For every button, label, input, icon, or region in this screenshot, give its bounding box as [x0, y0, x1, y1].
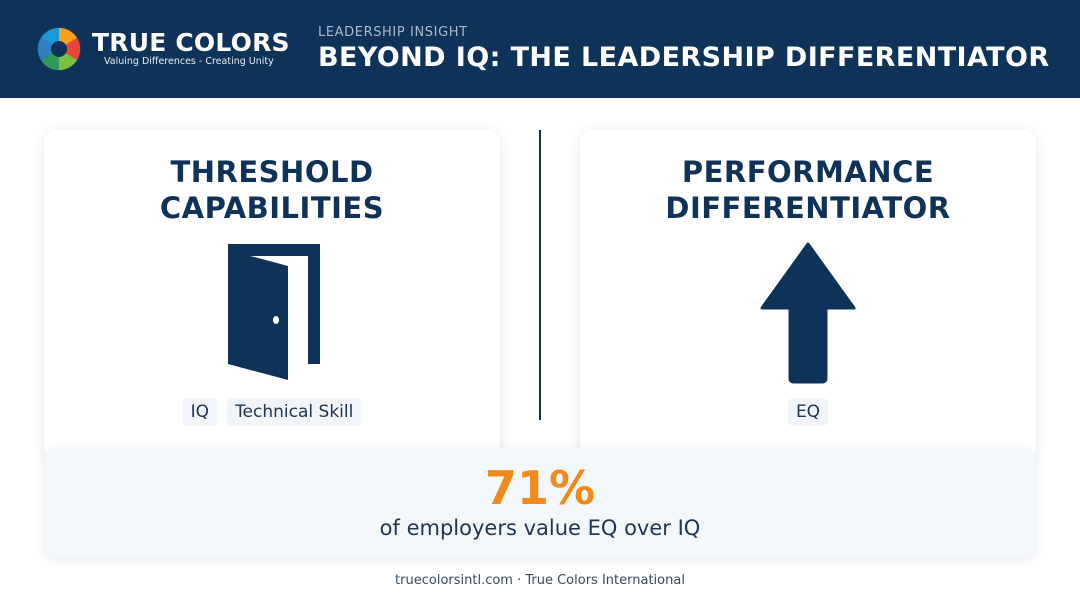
multicolor-swirl-logo-icon: [37, 27, 81, 71]
statistic-panel: 71% of employers value EQ over IQ: [44, 448, 1036, 558]
performance-differentiator-card: PERFORMANCE DIFFERENTIATOR EQ: [580, 130, 1036, 460]
brand-name: TRUE COLORS: [92, 28, 290, 57]
header-bar: TRUE COLORS Valuing Differences - Creati…: [0, 0, 1080, 98]
threshold-capabilities-card: THRESHOLD CAPABILITIES IQ Technical Skil…: [44, 130, 500, 460]
brand-tagline: Valuing Differences - Creating Unity: [104, 56, 274, 67]
chip-iq: IQ: [182, 398, 218, 426]
up-arrow-icon: [760, 242, 856, 384]
stat-value: 71%: [484, 461, 596, 515]
differentiator-title-line1: PERFORMANCE: [681, 155, 935, 189]
stat-caption: of employers value EQ over IQ: [379, 516, 701, 540]
header-eyebrow: LEADERSHIP INSIGHT: [318, 25, 468, 40]
threshold-card-title: THRESHOLD CAPABILITIES: [44, 154, 500, 226]
threshold-title-line1: THRESHOLD: [170, 155, 374, 189]
page-title: BEYOND IQ: THE LEADERSHIP DIFFERENTIATOR: [318, 42, 1050, 73]
differentiator-chip-list: EQ: [580, 398, 1036, 426]
chip-technical-skill: Technical Skill: [227, 398, 362, 426]
open-door-icon: [228, 244, 320, 380]
threshold-title-line2: CAPABILITIES: [159, 191, 385, 225]
threshold-chip-list: IQ Technical Skill: [44, 398, 500, 426]
differentiator-card-title: PERFORMANCE DIFFERENTIATOR: [580, 154, 1036, 226]
chip-eq: EQ: [787, 398, 829, 426]
differentiator-title-line2: DIFFERENTIATOR: [665, 191, 951, 225]
vertical-divider: [539, 130, 541, 420]
footer-credit: truecolorsintl.com · True Colors Interna…: [395, 573, 685, 588]
